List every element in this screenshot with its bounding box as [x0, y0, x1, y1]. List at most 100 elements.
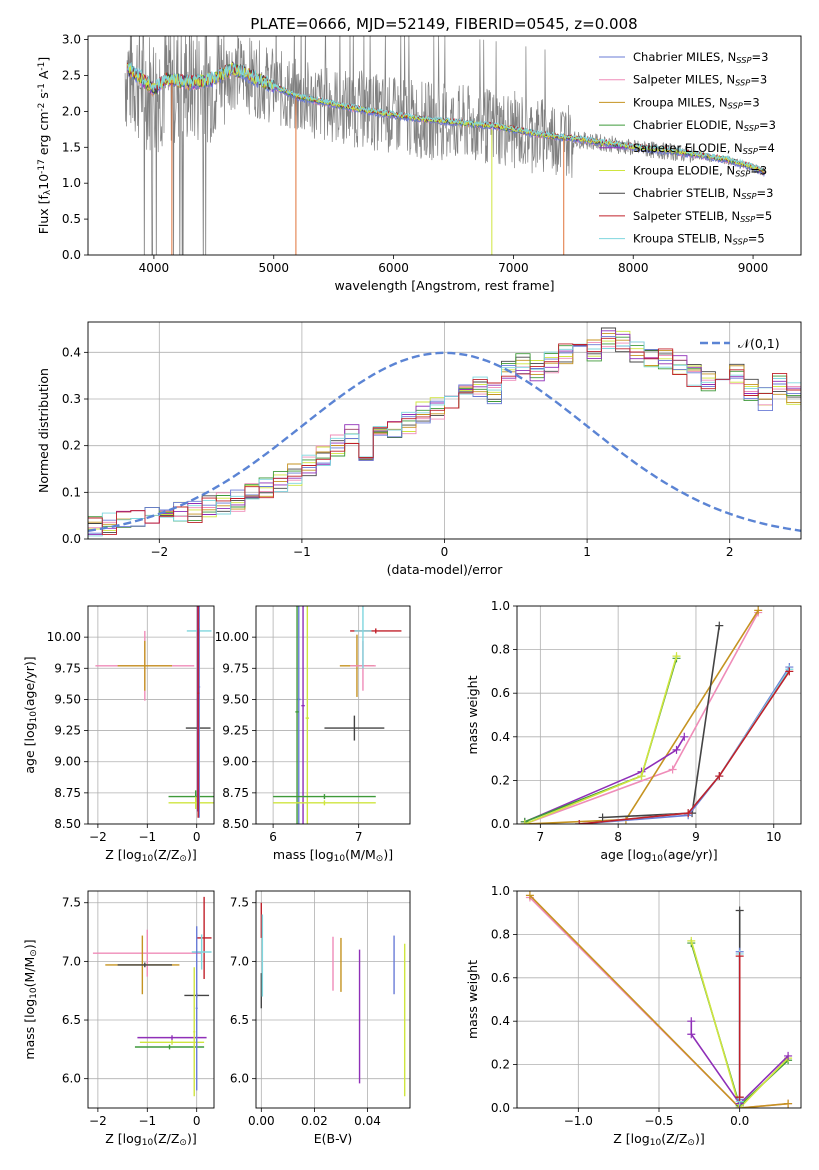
mass-weight-marker — [687, 1017, 696, 1026]
x-tick-label: 7 — [355, 830, 363, 844]
y-tick-label: 0.6 — [491, 971, 510, 985]
y-tick-label: 0.1 — [62, 485, 81, 499]
axes-frame — [87, 890, 215, 1109]
y-tick-label: 7.0 — [230, 954, 249, 968]
x-axis-label: Z [log10(Z/Z⊙)] — [105, 847, 196, 864]
y-tick-label: 3.0 — [62, 33, 81, 47]
legend-entry: Chabrier STELIB, NSSP=3 — [633, 186, 773, 201]
y-tick-label: 8.50 — [222, 817, 249, 831]
residual-histogram — [88, 341, 801, 537]
plot-area-age_vs_mass — [256, 606, 410, 824]
mass-weight-marker — [784, 1051, 793, 1060]
mass-weight-marker — [687, 936, 696, 945]
legend-entry: Salpeter STELIB, NSSP=5 — [633, 209, 772, 224]
x-tick-label: 0.00 — [248, 1114, 275, 1128]
y-tick-label: 0.4 — [62, 345, 81, 359]
x-tick-label: −1 — [138, 1114, 156, 1128]
x-tick-label: −2 — [89, 830, 107, 844]
panel-mw_vs_Z: −1.0 −0.5 0.0 0.0 0.2 0.4 0.6 0.8 1.0 Z [log10(Z/… — [465, 884, 802, 1148]
panel-age_vs_mass: 6 7 8.50 8.75 9.00 9.25 9.50 9.75 10.00 mass [log… — [215, 605, 411, 864]
mass-weight-marker — [684, 809, 693, 818]
y-tick-label: 8.75 — [54, 786, 81, 800]
legend-entry: Kroupa STELIB, NSSP=5 — [633, 232, 765, 247]
plot-area-mw_vs_age — [517, 606, 801, 824]
legend-entry: Kroupa ELODIE, NSSP=3 — [633, 164, 767, 179]
y-tick-label: 0.0 — [491, 817, 510, 831]
x-tick-label: 9000 — [738, 261, 769, 275]
residual-histogram — [88, 337, 801, 535]
y-tick-label: 9.25 — [54, 724, 81, 738]
y-tick-label: 0.4 — [491, 730, 510, 744]
y-tick-label: 6.5 — [230, 1013, 249, 1027]
y-tick-label: 0.6 — [491, 686, 510, 700]
panel-mw_vs_age: 7 8 9 10 0.0 0.2 0.4 0.6 0.8 1.0 age [log10(age/yr… — [465, 599, 802, 864]
y-tick-label: 0.5 — [62, 212, 81, 226]
mass-weight-marker — [672, 745, 681, 754]
legend-entry: Salpeter ELODIE, NSSP=4 — [633, 141, 775, 156]
x-tick-label: 4000 — [139, 261, 170, 275]
legend-entry: Chabrier MILES, NSSP=3 — [633, 50, 768, 65]
x-tick-label: −2 — [150, 545, 168, 559]
x-tick-label: 6000 — [378, 261, 409, 275]
x-axis-label: E(B-V) — [314, 1131, 353, 1146]
y-axis-label: age [log10(age/yr)] — [22, 656, 39, 773]
figure-title: PLATE=0666, MJD=52149, FIBERID=0545, z=0… — [250, 15, 637, 33]
y-tick-label: 0.0 — [62, 532, 81, 546]
x-tick-label: 7 — [537, 830, 545, 844]
y-tick-label: 6.0 — [230, 1072, 249, 1086]
mass-weight-marker — [687, 1030, 696, 1039]
panel-residuals: −2 −1 0 1 2 0.0 0.1 0.2 0.3 0.4 (data-model)/error… — [36, 321, 802, 577]
axes-frame — [516, 890, 802, 1109]
x-axis-label: mass [log10(M/M⊙)] — [273, 847, 393, 864]
y-tick-label: 9.75 — [54, 661, 81, 675]
plot-area-mass_vs_Z — [88, 891, 214, 1108]
y-tick-label: 8.50 — [54, 817, 81, 831]
mass-weight-line — [524, 736, 685, 823]
y-tick-label: 0.3 — [62, 392, 81, 406]
y-tick-label: 8.75 — [222, 786, 249, 800]
x-tick-label: 9 — [692, 830, 700, 844]
x-tick-label: −2 — [89, 1114, 107, 1128]
y-tick-label: 7.5 — [62, 896, 81, 910]
mass-weight-marker — [785, 667, 794, 676]
x-axis-label: age [log10(age/yr)] — [600, 847, 717, 864]
x-axis-label: Z [log10(Z/Z⊙)] — [105, 1131, 196, 1148]
y-tick-label: 6.0 — [62, 1072, 81, 1086]
y-tick-label: 9.00 — [54, 755, 81, 769]
model-fit-line — [127, 61, 765, 172]
mass-weight-marker — [637, 772, 646, 781]
axes-frame — [255, 605, 411, 825]
y-tick-label: 9.50 — [222, 692, 249, 706]
y-axis-label: mass weight — [465, 960, 480, 1039]
x-tick-label: −0.5 — [644, 1114, 673, 1128]
y-tick-label: 0.0 — [62, 248, 81, 262]
plot-area-spectrum — [124, 36, 767, 255]
mass-weight-marker — [715, 621, 724, 630]
mass-weight-line — [690, 940, 789, 1108]
x-tick-label: −1 — [293, 545, 311, 559]
x-tick-label: 0 — [441, 545, 449, 559]
axes-frame — [87, 35, 802, 256]
x-tick-label: 8000 — [618, 261, 649, 275]
axes-frame — [87, 605, 215, 825]
y-tick-label: 1.0 — [491, 884, 510, 898]
mass-weight-marker — [715, 772, 724, 781]
x-tick-label: −1 — [138, 830, 156, 844]
mass-weight-marker — [784, 1099, 793, 1108]
panel-mass_vs_Z: −2 −1 0 6.0 6.5 7.0 7.5 Z [log10(Z/Z⊙)] mass [lo… — [22, 890, 215, 1148]
x-tick-label: 6 — [269, 830, 277, 844]
plot-area-mw_vs_Z — [517, 891, 801, 1108]
x-tick-label: 0 — [193, 830, 201, 844]
y-tick-label: 0.2 — [491, 1058, 510, 1072]
y-axis-label: mass [log10(M/M⊙)] — [22, 939, 39, 1059]
gaussian-curve — [88, 351, 801, 532]
y-tick-label: 9.75 — [222, 661, 249, 675]
y-tick-label: 7.5 — [230, 896, 249, 910]
x-tick-label: 0.04 — [354, 1114, 381, 1128]
y-tick-label: 1.0 — [62, 176, 81, 190]
x-tick-label: 8 — [614, 830, 622, 844]
mass-weight-marker — [735, 952, 744, 961]
mass-weight-line — [529, 894, 789, 1108]
x-tick-label: 5000 — [258, 261, 289, 275]
